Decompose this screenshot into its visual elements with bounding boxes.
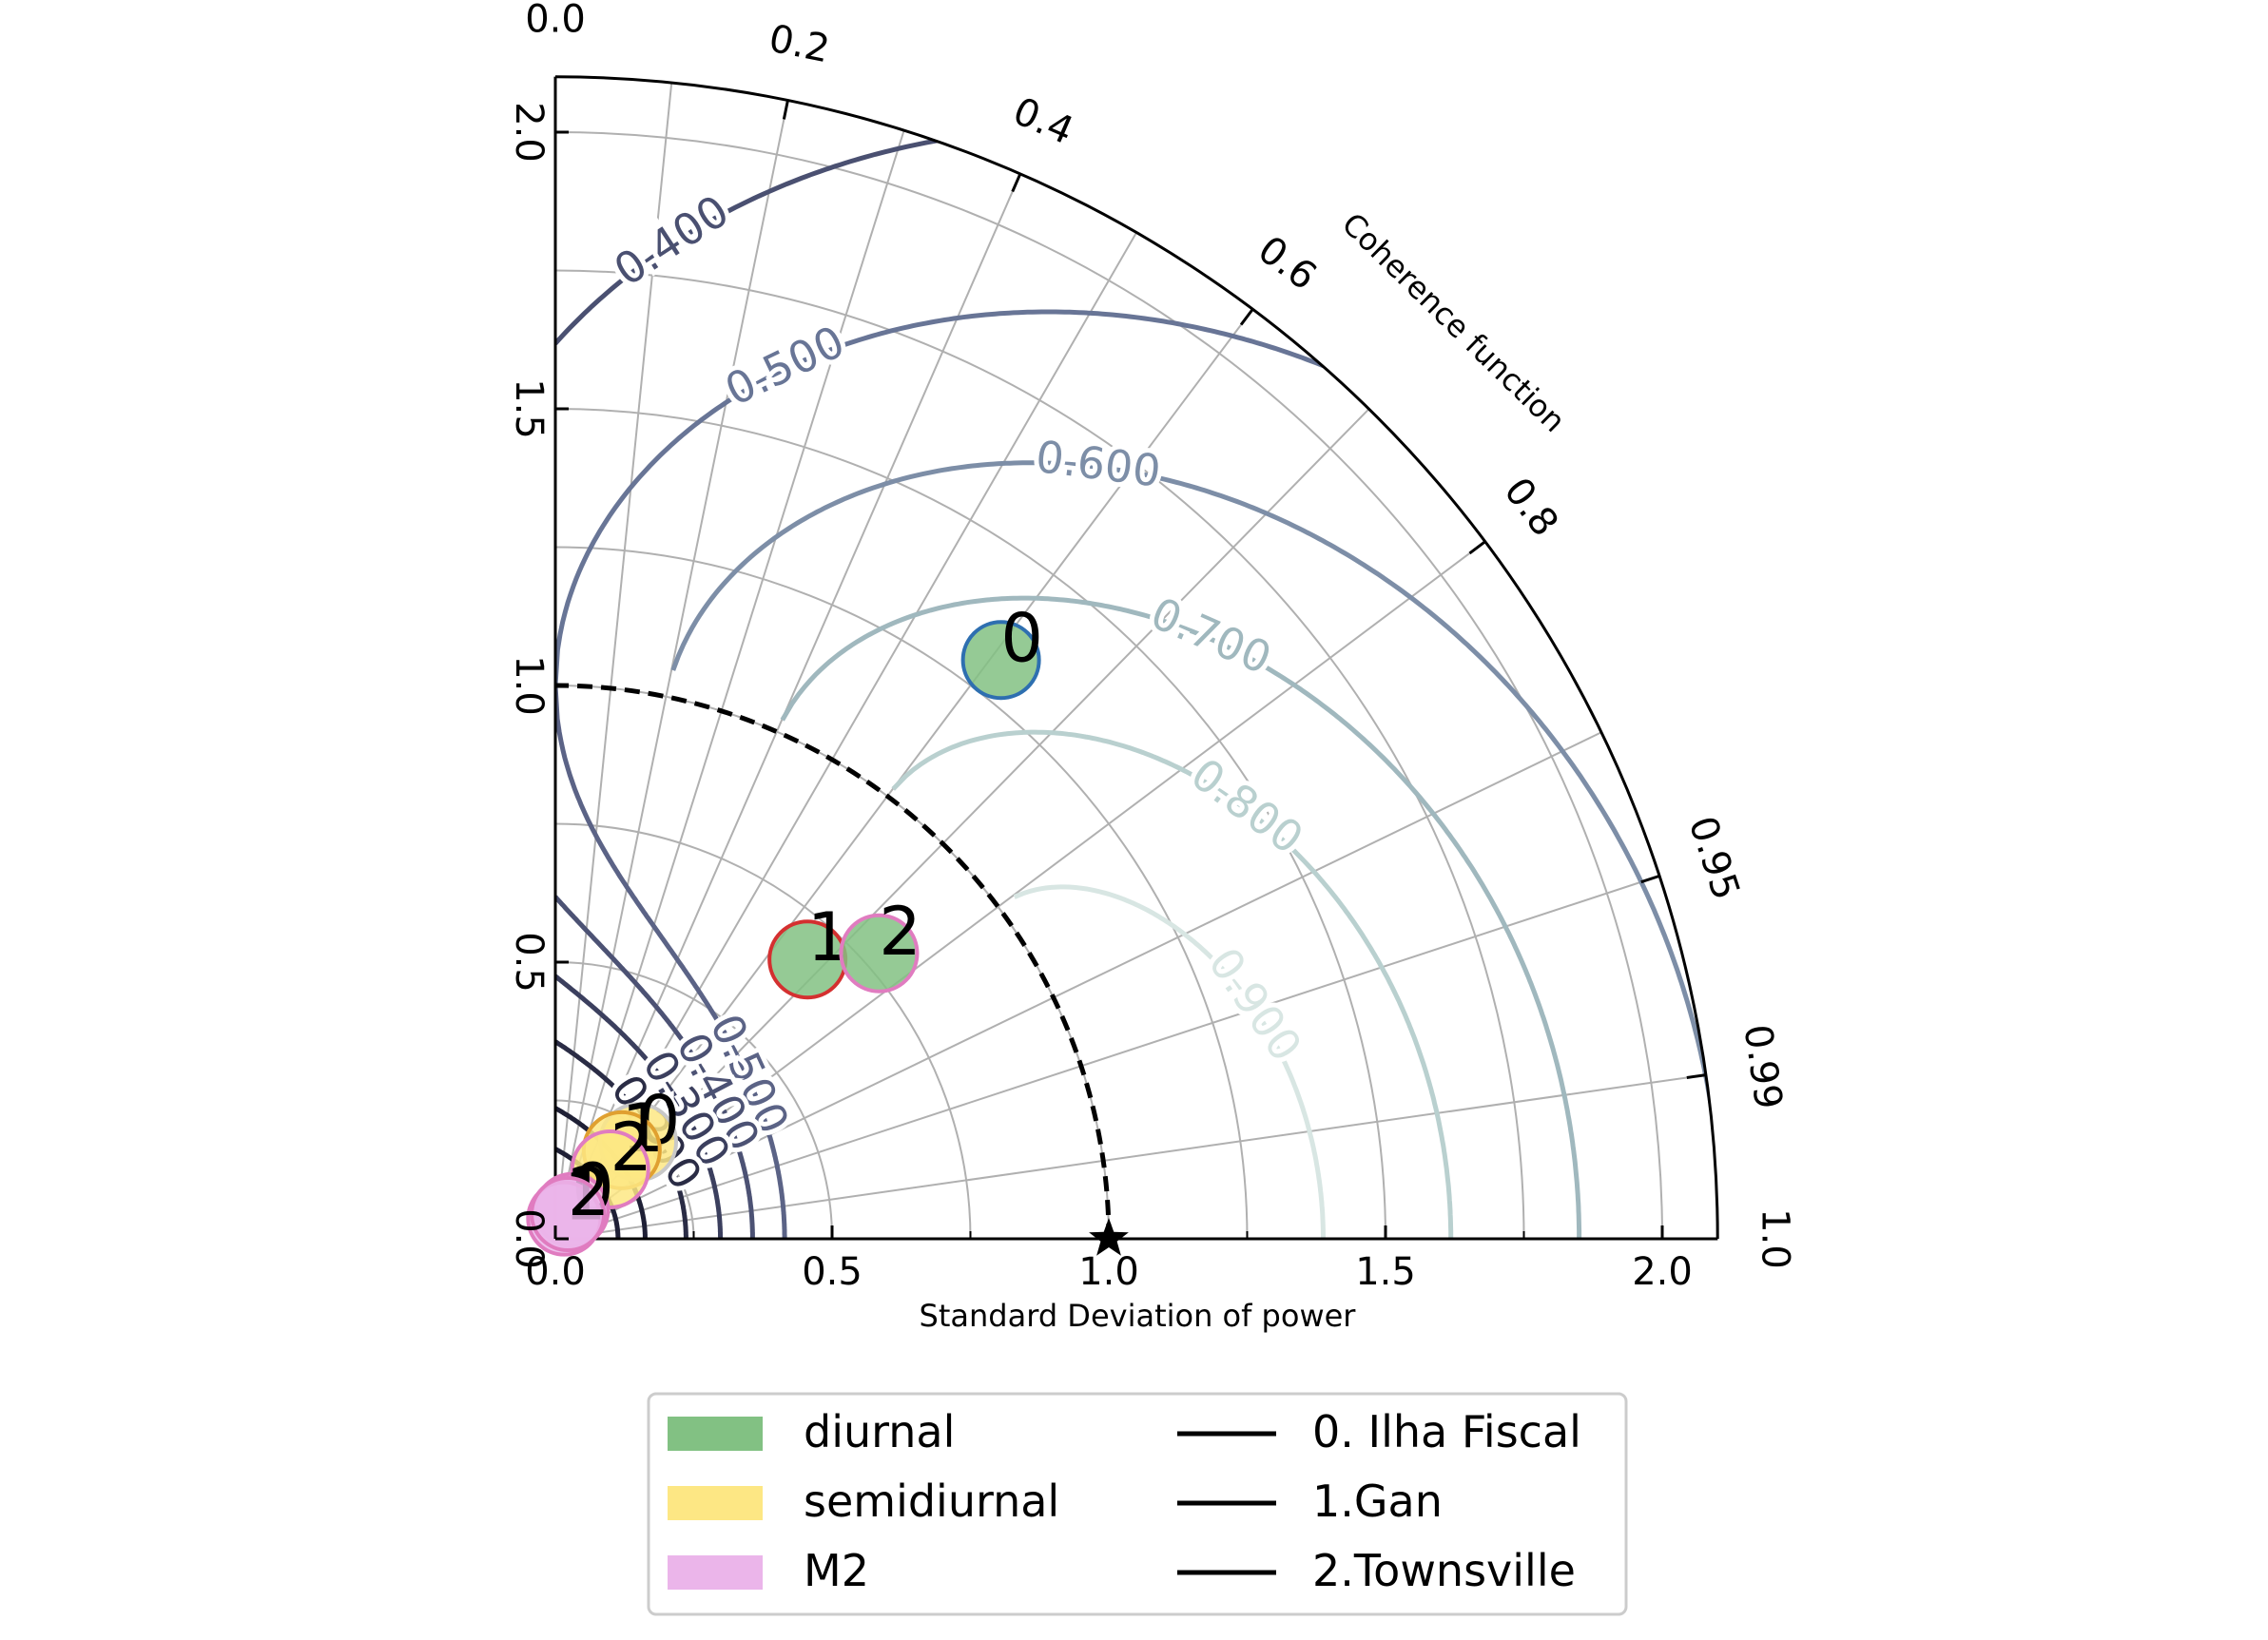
skill-contour-inner-0.3: [555, 974, 724, 1239]
legend-swatch-semidiurnal: [668, 1486, 763, 1520]
coherence-tick-label: 0.6: [1250, 228, 1324, 299]
coherence-tick: [1686, 1073, 1707, 1079]
coherence-grid-line: [554, 82, 673, 1240]
data-point-diurnal-2: [839, 913, 920, 994]
data-point-label: 2: [879, 893, 921, 971]
std-grid-arc: [554, 546, 1249, 1240]
legend: diurnal semidiurnal M2 0. Ilha Fiscal 1.…: [647, 1392, 1628, 1616]
skill-contour-outer-0.8: [891, 729, 1454, 1239]
coherence-tick-label: 0.2: [766, 17, 834, 72]
skill-contour-outer-0.9: [1013, 884, 1326, 1239]
legend-label-station-2: 2.Townsville: [1312, 1545, 1576, 1596]
y-tick-label: 1.0: [507, 655, 551, 716]
data-point-label: 2: [610, 1109, 652, 1187]
legend-label-semidiurnal: semidiurnal: [804, 1476, 1059, 1527]
data-point-diurnal-0: [960, 620, 1041, 701]
coherence-grid-line: [554, 308, 1254, 1240]
grid-layer: [554, 82, 1707, 1240]
coherence-grid-line: [554, 232, 1137, 1240]
coherence-grid-line: [554, 1073, 1707, 1240]
std-grid-arc: [554, 269, 1525, 1240]
coherence-grid-line: [554, 540, 1486, 1240]
coherence-tick: [782, 100, 789, 120]
skill-contour-inner-0.5: [555, 685, 787, 1239]
x-tick-label: 0.0: [525, 1250, 586, 1294]
coherence-tick-label: 0.8: [1495, 470, 1566, 544]
angular-axis-label: Coherence function: [1335, 205, 1573, 439]
x-tick-label: 1.5: [1355, 1250, 1416, 1294]
std-grid-arc: [554, 961, 833, 1240]
coherence-tick-label: 0.95: [1680, 811, 1749, 905]
x-tick-label: 2.0: [1632, 1250, 1693, 1294]
data-point-label: 2: [568, 1153, 611, 1231]
legend-swatch-m2: [668, 1555, 763, 1590]
skill-contour-label-outer: 0.400: [605, 184, 738, 296]
coherence-grid-line: [554, 408, 1370, 1240]
coherence-tick: [1239, 308, 1254, 326]
reference-std-arc: [554, 683, 1112, 1240]
skill-contour-inner-0.4: [555, 895, 755, 1239]
x-tick-label: 0.5: [802, 1250, 863, 1294]
skill-contour-label-outer: 0.600: [1033, 431, 1163, 497]
legend-label-station-0: 0. Ilha Fiscal: [1312, 1406, 1581, 1457]
data-point-label: 0: [1000, 599, 1043, 677]
legend-swatch-diurnal: [668, 1417, 763, 1451]
coherence-grid-line: [554, 129, 905, 1240]
legend-label-m2: M2: [804, 1545, 869, 1596]
coherence-tick-label: 0.0: [525, 0, 586, 42]
skill-contour-outer-0.7: [780, 595, 1582, 1239]
coherence-tick-label: 0.4: [1007, 89, 1080, 154]
legend-label-diurnal: diurnal: [804, 1406, 955, 1457]
outer-arc: [554, 75, 1719, 1240]
skill-contour-label-outer: 0.700: [1143, 588, 1278, 685]
coherence-tick: [1468, 540, 1486, 555]
data-point-M2-2: [530, 1176, 607, 1253]
coherence-tick: [1640, 874, 1660, 884]
y-tick-label: 1.5: [507, 378, 551, 439]
std-grid-arc: [554, 131, 1663, 1240]
legend-frame: [647, 1392, 1628, 1616]
coherence-grid-line: [554, 875, 1660, 1240]
skill-contour-label-outer: 0.800: [1182, 748, 1313, 864]
skill-contour-label-outer: 0.900: [1198, 938, 1312, 1071]
skill-contour-outer-0.6: [670, 460, 1718, 1240]
legend-label-station-1: 1.Gan: [1312, 1476, 1443, 1527]
x-axis-label: Standard Deviation of power: [920, 1298, 1357, 1334]
coherence-grid-line: [554, 731, 1602, 1240]
y-tick-label: 0.5: [507, 932, 551, 993]
data-point-layer: 012012012: [526, 599, 1043, 1257]
y-tick-label: 0.0: [507, 1208, 551, 1269]
y-tick-label: 2.0: [507, 102, 551, 163]
std-grid-arc: [554, 408, 1386, 1240]
x-tick-label: 1.0: [1078, 1250, 1139, 1294]
coherence-tick-label: 1.0: [1753, 1208, 1796, 1269]
coherence-tick: [1011, 173, 1022, 193]
coherence-tick-label: 0.99: [1735, 1022, 1791, 1112]
skill-contour-label-outer: 0.500: [717, 316, 852, 416]
contour-label-layer: 0.4000.5000.6000.7000.8000.9000.5000.400…: [596, 180, 1317, 1203]
